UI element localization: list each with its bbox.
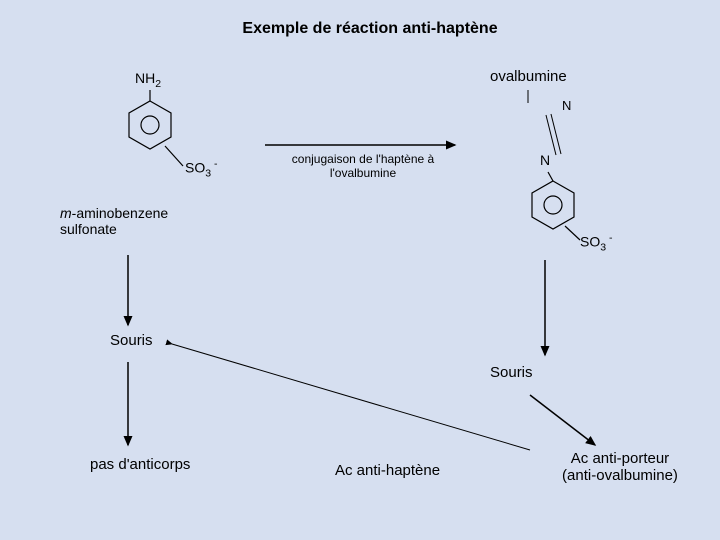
label-souris-right: Souris — [490, 364, 533, 381]
diagram-canvas: Exemple de réaction anti-haptène NH2 SO3… — [0, 0, 720, 540]
label-conjugaison: conjugaison de l'haptène à l'ovalbumine — [268, 152, 458, 180]
label-n-mid: N — [540, 152, 550, 168]
benzene-right-icon — [532, 181, 574, 229]
label-so3-left: SO3 - — [185, 158, 218, 179]
diagram-title: Exemple de réaction anti-haptène — [220, 20, 520, 38]
n-double-a — [546, 115, 556, 155]
n-double-b — [551, 114, 561, 154]
benzene-left-icon — [129, 101, 171, 149]
bond-n-ring — [548, 172, 553, 181]
label-anti-haptene: Ac anti-haptène — [335, 462, 440, 479]
label-no-antibody: pas d'anticorps — [90, 456, 190, 473]
label-anti-porteur: Ac anti-porteur (anti-ovalbumine) — [545, 450, 695, 484]
label-molecule-name: m-aminobenzenesulfonate — [60, 205, 210, 237]
bond-ring-so3-right — [565, 226, 580, 240]
label-nh2: NH2 — [135, 70, 161, 90]
label-souris-left: Souris — [110, 332, 153, 349]
bond-ring-so3-left — [165, 146, 183, 166]
arrow-right-2 — [530, 395, 595, 445]
label-ovalbumine: ovalbumine — [490, 68, 567, 85]
label-so3-right: SO3 - — [580, 232, 613, 253]
label-n-top: N — [562, 98, 571, 113]
line-souris-antihaptene — [172, 344, 530, 450]
